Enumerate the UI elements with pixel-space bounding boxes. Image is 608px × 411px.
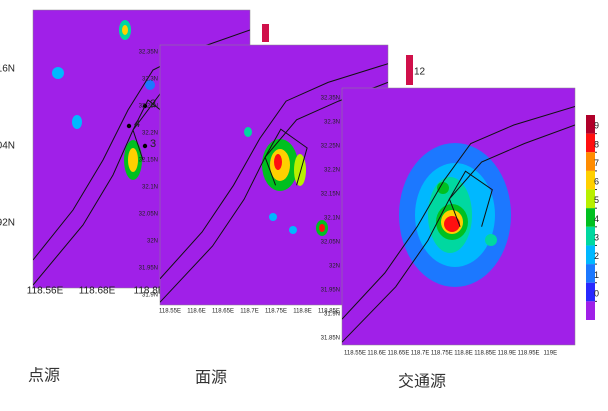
x-tick-label: 118.8E: [293, 309, 312, 315]
map-content: [33, 20, 250, 286]
y-tick-label: 32.05N: [139, 212, 158, 218]
concentration-blob: [145, 80, 155, 90]
concentration-blob: [274, 154, 282, 170]
colorbar-tick-label: 0: [594, 288, 599, 298]
y-tick-label: 32.3N: [142, 77, 158, 83]
concentration-blob: [128, 148, 138, 172]
x-tick-label: 118.7E: [240, 309, 259, 315]
y-tick-label: 31.9N: [324, 312, 340, 318]
map-content: [342, 106, 575, 343]
x-tick-label: 118.65E: [212, 309, 234, 315]
x-tick-label: 118.85E: [474, 351, 496, 357]
colorbar-segment: [586, 301, 595, 320]
y-tick-label: 32.15N: [139, 158, 158, 164]
colorbar-segment: [586, 189, 595, 209]
y-tick-label: 04N: [0, 141, 15, 152]
colorbar-tick-label: 1: [594, 270, 599, 280]
concentration-blob: [72, 115, 82, 129]
colorbar-stub: [262, 24, 269, 42]
concentration-blob: [444, 216, 460, 232]
y-tick-label: 32.35N: [139, 50, 158, 56]
station-label: 3: [150, 138, 156, 150]
colorbar-segment: [586, 282, 595, 302]
panel-caption: 面源: [195, 368, 227, 387]
y-tick-label: 31.9N: [142, 293, 158, 299]
x-tick-label: 118.68E: [79, 286, 116, 297]
colorbar-tick-label: 2: [594, 251, 599, 261]
colorbar-tick-label: 9: [594, 121, 599, 131]
colorbar-segment: [586, 208, 595, 227]
y-tick-label: 32.2N: [142, 131, 158, 137]
x-tick-label: 118.9E: [498, 351, 517, 357]
river-outline: [448, 170, 493, 227]
map-content: [160, 63, 388, 303]
x-tick-label: 118.85E: [318, 309, 340, 315]
station-label: 2: [150, 98, 156, 110]
y-tick-label: 32.25N: [321, 144, 340, 150]
y-tick-label: 32.2N: [324, 168, 340, 174]
x-tick-label: 118.7E: [411, 351, 430, 357]
x-tick-label: 118.75E: [265, 309, 287, 315]
station-label: 4: [134, 118, 140, 130]
colorbar-tick-label: 8: [594, 139, 599, 149]
y-tick-label: 32.1N: [324, 216, 340, 222]
colorbar-tick-label: 6: [594, 177, 599, 187]
concentration-blob: [52, 67, 64, 79]
colorbar-segment: [586, 226, 595, 246]
colorbar-segment: [586, 152, 595, 171]
y-tick-label: 32N: [329, 264, 340, 270]
y-tick-label: 32N: [147, 239, 158, 245]
y-tick-label: 32.35N: [321, 96, 340, 102]
x-tick-label: 118.8E: [134, 286, 165, 297]
colorbar-segment: [586, 170, 595, 190]
y-tick-label: 32.15N: [321, 192, 340, 198]
colorbar-stub: [406, 55, 413, 85]
river-outline: [264, 128, 308, 186]
x-tick-label: 118.56E: [27, 286, 64, 297]
concentration-blob: [122, 25, 128, 35]
y-tick-label: 32.1N: [142, 185, 158, 191]
y-tick-label: 31.85N: [321, 336, 340, 342]
colorbar-tick-label: 7: [594, 158, 599, 168]
x-tick-label: 118.75E: [431, 351, 453, 357]
y-tick-label: 92N: [0, 218, 15, 229]
x-tick-label: 118.65E: [387, 351, 409, 357]
river-outline: [160, 63, 388, 280]
x-tick-label: 119E: [544, 351, 558, 357]
colorbar-segment: [586, 115, 595, 134]
colorbar-label: 12: [414, 67, 426, 78]
concentration-blob: [437, 182, 449, 194]
y-tick-label: 31.95N: [139, 266, 158, 272]
x-tick-label: 118.8E: [454, 351, 473, 357]
panel-caption: 点源: [28, 366, 60, 385]
concentration-blob: [319, 224, 325, 232]
x-tick-label: 118.55E: [344, 351, 366, 357]
y-tick-label: 32.05N: [321, 240, 340, 246]
station-dot: [142, 103, 148, 109]
concentration-blob: [244, 127, 252, 137]
x-tick-label: 118.6E: [187, 309, 206, 315]
station-dot: [142, 143, 148, 149]
colorbar-segment: [586, 245, 595, 265]
colorbar-tick-label: 5: [594, 195, 599, 205]
panel-caption: 交通源: [398, 372, 446, 391]
y-tick-label: 32.3N: [324, 120, 340, 126]
y-tick-label: 32.25N: [139, 104, 158, 110]
concentration-blob: [289, 226, 297, 234]
x-tick-label: 118.95E: [518, 351, 540, 357]
river-outline: [342, 106, 575, 320]
y-tick-label: 31.95N: [321, 288, 340, 294]
x-tick-label: 118.55E: [159, 309, 181, 315]
colorbar-segment: [586, 264, 595, 283]
colorbar-tick-label: 3: [594, 233, 599, 243]
station-dot: [126, 123, 132, 129]
colorbar-segment: [586, 133, 595, 153]
colorbar-tick-label: 4: [594, 214, 599, 224]
concentration-blob: [269, 213, 277, 221]
x-tick-label: 118.6E: [367, 351, 386, 357]
y-tick-label: 16N: [0, 64, 15, 75]
concentration-blob: [485, 234, 497, 246]
